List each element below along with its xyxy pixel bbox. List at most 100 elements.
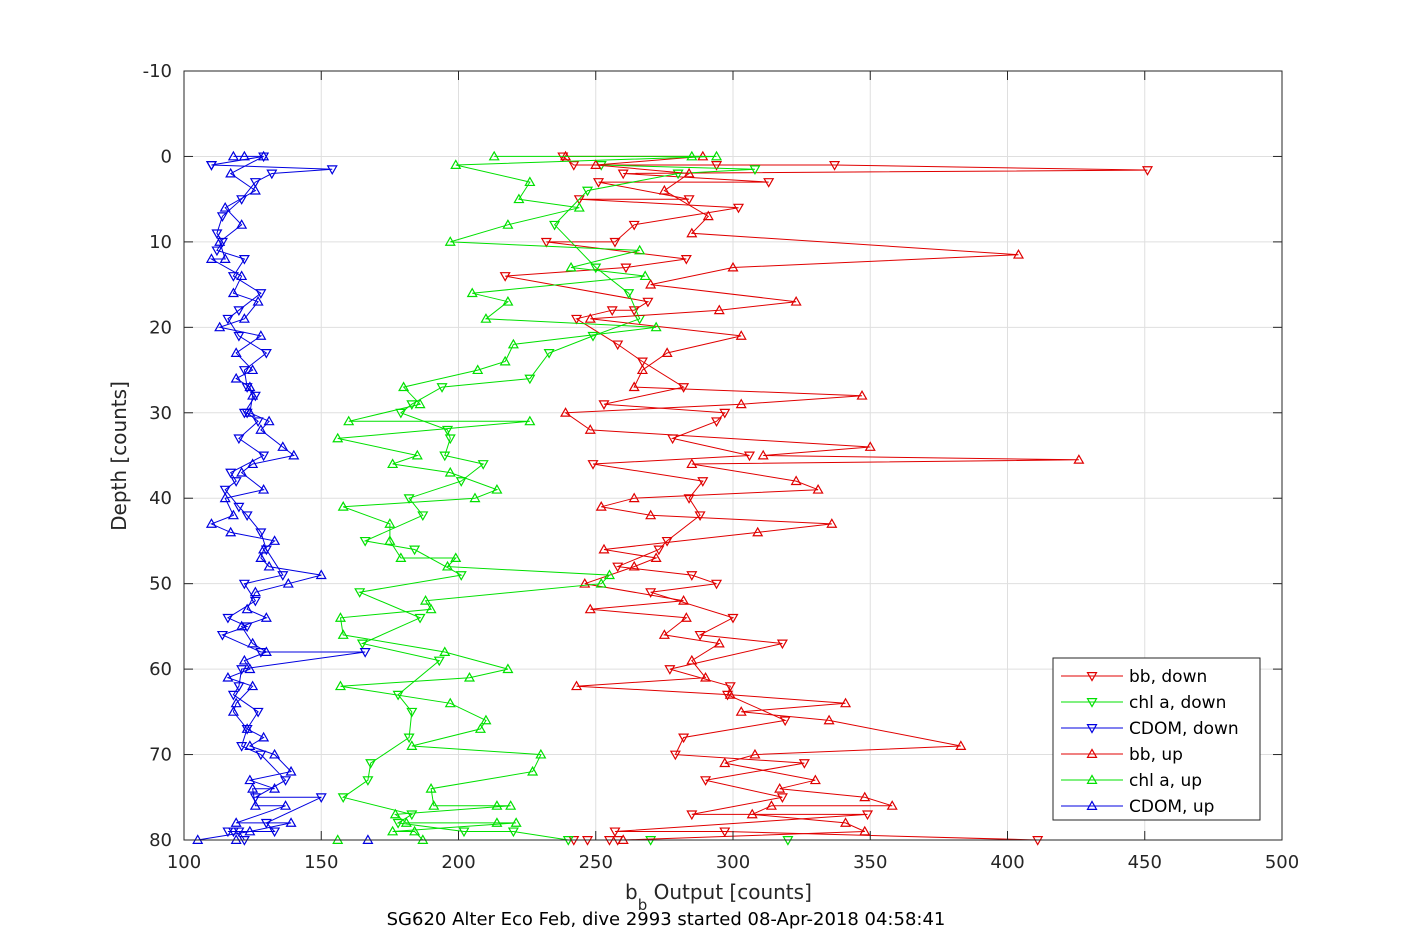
data-point — [444, 466, 456, 477]
data-point — [219, 253, 231, 263]
data-point — [480, 313, 492, 323]
data-point — [694, 511, 706, 522]
data-point — [686, 227, 698, 238]
data-point — [211, 246, 223, 257]
data-point — [425, 603, 437, 614]
data-point — [603, 569, 616, 580]
series-bb-down — [499, 152, 1154, 846]
data-point — [247, 783, 259, 793]
data-point — [225, 167, 237, 178]
legend-marker — [1086, 748, 1098, 758]
data-point — [829, 161, 841, 171]
data-point — [466, 287, 478, 298]
data-point — [499, 272, 511, 282]
data-point — [617, 834, 629, 844]
data-point — [700, 776, 712, 786]
data-point — [436, 383, 448, 393]
data-point — [565, 261, 577, 272]
data-point — [710, 150, 723, 161]
series-line — [564, 155, 1079, 841]
data-point — [337, 501, 349, 511]
data-point — [255, 330, 267, 340]
data-point — [480, 714, 492, 725]
data-point — [398, 381, 410, 392]
data-point — [236, 466, 248, 477]
data-point — [590, 263, 602, 274]
data-point — [230, 697, 242, 708]
data-point — [524, 176, 536, 187]
legend-marker — [1086, 724, 1098, 734]
data-point — [387, 825, 399, 836]
data-point — [260, 348, 272, 359]
data-point — [362, 776, 374, 786]
data-point — [628, 381, 640, 392]
x-tick-label: 300 — [716, 852, 750, 873]
data-point — [249, 391, 261, 402]
data-point — [417, 511, 429, 522]
data-point — [252, 295, 264, 306]
data-point — [560, 407, 572, 417]
data-point — [713, 304, 725, 315]
data-point — [241, 408, 253, 419]
data-point — [636, 364, 648, 375]
data-point — [255, 750, 267, 761]
data-point — [334, 680, 346, 691]
data-point — [211, 229, 223, 240]
data-point — [241, 603, 253, 614]
data-point — [192, 834, 204, 844]
data-point — [238, 366, 250, 376]
y-tick-label: 50 — [149, 574, 172, 595]
data-point — [628, 492, 640, 503]
data-point — [743, 451, 756, 462]
data-point — [861, 810, 874, 821]
data-point — [285, 817, 297, 827]
data-point — [230, 834, 242, 844]
series-line — [342, 164, 788, 841]
y-tick-label: 80 — [149, 830, 172, 851]
legend-item-chl-a-up: chl a, up — [1061, 771, 1202, 791]
data-point — [230, 372, 242, 383]
data-point — [560, 150, 572, 161]
data-point — [598, 400, 610, 410]
data-point — [798, 759, 810, 769]
data-point — [406, 810, 418, 821]
data-point — [219, 202, 231, 212]
data-point — [609, 827, 621, 838]
data-point — [428, 800, 440, 810]
data-point — [697, 477, 709, 487]
data-point — [337, 793, 349, 803]
data-point — [710, 417, 723, 428]
x-tick-label: 250 — [579, 852, 613, 873]
data-point — [474, 723, 486, 733]
data-point — [757, 449, 769, 460]
data-point — [568, 836, 580, 846]
data-point — [439, 646, 451, 656]
data-point — [260, 646, 272, 656]
y-tick-label: 60 — [149, 659, 172, 680]
data-point — [859, 825, 871, 836]
data-point — [645, 588, 657, 598]
data-point — [727, 613, 739, 624]
data-point — [252, 417, 264, 428]
data-point — [823, 714, 835, 725]
x-tick-label: 500 — [1265, 852, 1299, 873]
data-point — [573, 195, 585, 205]
data-point — [584, 313, 596, 323]
x-tick-label: 400 — [990, 852, 1024, 873]
data-point — [502, 663, 514, 674]
data-point — [502, 219, 514, 229]
data-point — [280, 800, 292, 810]
data-point — [227, 706, 239, 716]
data-point — [255, 424, 267, 434]
data-point — [661, 536, 673, 547]
data-point — [343, 415, 355, 426]
data-point — [581, 836, 594, 846]
legend-item-bb-up: bb, up — [1061, 745, 1183, 765]
legend-marker — [1086, 698, 1098, 708]
legend-marker — [1086, 774, 1098, 784]
data-point — [859, 791, 871, 802]
data-point — [595, 501, 607, 511]
data-point — [222, 827, 234, 838]
x-axis-title-main: b — [625, 880, 638, 904]
data-point — [664, 665, 676, 675]
